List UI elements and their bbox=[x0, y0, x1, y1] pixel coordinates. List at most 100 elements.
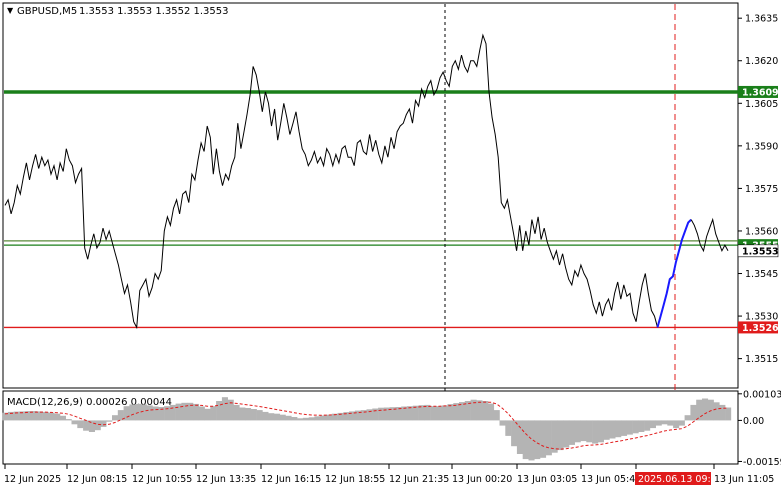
macd-bar bbox=[505, 420, 512, 436]
macd-histogram bbox=[2, 397, 732, 461]
level-label: 1.3526 bbox=[742, 323, 779, 334]
macd-bar bbox=[291, 417, 298, 421]
macd-bar bbox=[250, 409, 257, 421]
macd-bar bbox=[48, 412, 55, 421]
macd-bar bbox=[216, 401, 223, 421]
macd-bar bbox=[464, 401, 471, 421]
level-label: 1.3553 bbox=[742, 246, 779, 257]
header-arrow[interactable]: ▼ bbox=[7, 6, 14, 15]
price-tick-label: 1.3560 bbox=[745, 226, 778, 237]
price-series bbox=[4, 33, 729, 330]
macd-bar bbox=[407, 406, 414, 421]
macd-bar bbox=[366, 409, 373, 421]
macd-bar bbox=[395, 407, 402, 421]
price-levels bbox=[4, 90, 738, 329]
macd-bar bbox=[19, 411, 26, 421]
time-axis: 12 Jun 2025 12 Jun 08:15 12 Jun 10:55 12 Ju… bbox=[4, 464, 774, 485]
macd-bar bbox=[112, 415, 119, 421]
time-tick-label: 12 Jun 08:15 bbox=[67, 474, 127, 485]
macd-tick-label: -0.00159 bbox=[743, 457, 781, 468]
macd-bar bbox=[245, 408, 252, 421]
macd-bar bbox=[713, 402, 720, 421]
price-tick-label: 1.3575 bbox=[745, 184, 778, 195]
macd-bar bbox=[557, 420, 564, 451]
price-pane[interactable]: ▼ GBPUSD,M5 1.3553 1.3553 1.3552 1.3553 … bbox=[2, 2, 779, 464]
macd-bar bbox=[302, 417, 309, 421]
macd-bar bbox=[453, 403, 460, 421]
price-axis: 1.3635 1.3620 1.3605 1.3590 1.3575 1.3560 1.35… bbox=[738, 14, 778, 365]
macd-bar bbox=[187, 402, 194, 421]
macd-bar bbox=[337, 412, 344, 421]
macd-bar bbox=[424, 404, 431, 421]
macd-signal-line bbox=[4, 401, 729, 450]
macd-bar bbox=[36, 411, 43, 421]
macd-bar bbox=[621, 420, 628, 436]
price-tick-label: 1.3605 bbox=[745, 99, 778, 110]
macd-bar bbox=[592, 420, 599, 444]
price-tick-label: 1.3545 bbox=[745, 269, 778, 280]
macd-bar bbox=[181, 402, 188, 421]
macd-bar bbox=[702, 398, 709, 421]
macd-axis: 0.00103 0.00 -0.00159 bbox=[738, 389, 781, 468]
macd-bar bbox=[221, 397, 228, 421]
macd-bar bbox=[331, 413, 338, 421]
macd-bar bbox=[123, 406, 130, 421]
macd-bar bbox=[493, 410, 500, 421]
price-line bbox=[4, 33, 658, 330]
price-tick-label: 1.3530 bbox=[745, 312, 778, 323]
macd-bar bbox=[239, 407, 246, 421]
macd-bar bbox=[447, 404, 454, 421]
macd-bar bbox=[383, 407, 390, 421]
macd-bar bbox=[684, 415, 691, 421]
macd-bar bbox=[649, 420, 656, 429]
macd-bar bbox=[77, 420, 84, 429]
macd-pane[interactable]: MACD(12,26,9) 0.00026 0.00044 0.001030.0… bbox=[2, 389, 781, 468]
macd-bar bbox=[268, 413, 275, 421]
time-tick-label: 13 Jun 00:20 bbox=[452, 474, 512, 485]
price-pane-frame bbox=[2, 2, 739, 389]
macd-bar bbox=[580, 420, 587, 442]
macd-bar bbox=[193, 403, 200, 421]
ohlc-readout: 1.3553 1.3553 1.3552 1.3553 bbox=[79, 6, 229, 17]
macd-title: MACD(12,26,9) 0.00026 0.00044 bbox=[7, 397, 172, 408]
macd-bar bbox=[667, 420, 674, 426]
macd-bar bbox=[354, 410, 361, 421]
macd-bar bbox=[540, 420, 547, 458]
macd-bar bbox=[655, 420, 662, 426]
price-tick-label: 1.3590 bbox=[745, 141, 778, 152]
macd-bar bbox=[117, 410, 124, 421]
macd-bar bbox=[326, 414, 333, 421]
macd-bar bbox=[129, 404, 136, 421]
macd-bar bbox=[586, 420, 593, 443]
macd-bar bbox=[690, 404, 697, 421]
macd-bar bbox=[71, 420, 78, 425]
macd-bar bbox=[349, 411, 356, 421]
macd-bar bbox=[146, 405, 153, 421]
macd-bar bbox=[204, 408, 211, 421]
macd-bar bbox=[632, 420, 639, 434]
macd-tick-label: 0.00 bbox=[743, 416, 764, 427]
macd-bar bbox=[430, 406, 437, 421]
macd-bar bbox=[615, 420, 622, 438]
macd-bar bbox=[256, 410, 263, 421]
macd-bar bbox=[274, 413, 281, 421]
time-highlight-box bbox=[635, 472, 711, 485]
macd-bar bbox=[470, 399, 477, 421]
price-tick-label: 1.3635 bbox=[745, 14, 778, 25]
macd-bar bbox=[59, 415, 66, 421]
macd-bar bbox=[31, 411, 38, 421]
macd-bar bbox=[378, 407, 385, 421]
macd-bar bbox=[609, 420, 616, 439]
macd-bar bbox=[482, 401, 489, 421]
macd-bar bbox=[210, 406, 217, 421]
macd-bar bbox=[673, 420, 680, 429]
macd-bar bbox=[661, 420, 668, 425]
macd-bar bbox=[65, 419, 72, 421]
macd-bar bbox=[279, 414, 286, 421]
macd-bar bbox=[626, 420, 633, 435]
level-label: 1.3609 bbox=[742, 87, 779, 98]
macd-bar bbox=[175, 403, 182, 421]
macd-bar bbox=[574, 420, 581, 443]
